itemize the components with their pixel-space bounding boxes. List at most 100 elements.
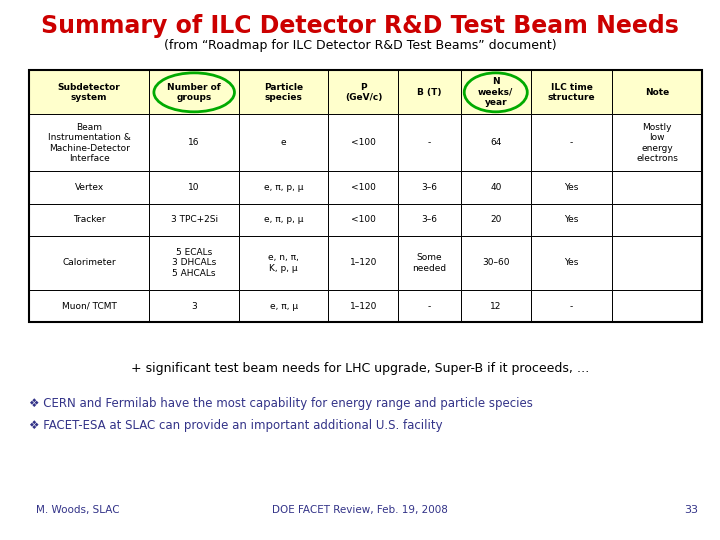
FancyBboxPatch shape	[150, 290, 239, 322]
Text: Subdetector
system: Subdetector system	[58, 83, 120, 102]
Text: (from “Roadmap for ILC Detector R&D Test Beams” document): (from “Roadmap for ILC Detector R&D Test…	[163, 39, 557, 52]
Text: Yes: Yes	[564, 259, 579, 267]
Text: ❖ CERN and Fermilab have the most capability for energy range and particle speci: ❖ CERN and Fermilab have the most capabi…	[29, 397, 533, 410]
FancyBboxPatch shape	[398, 70, 461, 114]
FancyBboxPatch shape	[531, 236, 613, 290]
FancyBboxPatch shape	[150, 171, 239, 204]
Text: Number of
groups: Number of groups	[167, 83, 221, 102]
FancyBboxPatch shape	[461, 204, 531, 236]
FancyBboxPatch shape	[328, 70, 398, 114]
Text: 64: 64	[490, 138, 501, 147]
Text: N
weeks/
year: N weeks/ year	[478, 77, 513, 107]
Text: 20: 20	[490, 215, 501, 224]
FancyBboxPatch shape	[239, 114, 328, 171]
Text: e: e	[281, 138, 287, 147]
Text: -: -	[428, 138, 431, 147]
FancyBboxPatch shape	[613, 114, 702, 171]
FancyBboxPatch shape	[398, 236, 461, 290]
Text: Summary of ILC Detector R&D Test Beam Needs: Summary of ILC Detector R&D Test Beam Ne…	[41, 14, 679, 37]
Text: 16: 16	[189, 138, 200, 147]
FancyBboxPatch shape	[613, 204, 702, 236]
Text: e, π, μ: e, π, μ	[269, 302, 298, 310]
FancyBboxPatch shape	[150, 236, 239, 290]
Text: 40: 40	[490, 183, 501, 192]
FancyBboxPatch shape	[150, 114, 239, 171]
FancyBboxPatch shape	[29, 290, 150, 322]
FancyBboxPatch shape	[328, 236, 398, 290]
FancyBboxPatch shape	[29, 171, 150, 204]
Text: + significant test beam needs for LHC upgrade, Super-B if it proceeds, …: + significant test beam needs for LHC up…	[131, 362, 589, 375]
Text: -: -	[570, 302, 573, 310]
FancyBboxPatch shape	[531, 204, 613, 236]
Text: e, n, π,
K, p, μ: e, n, π, K, p, μ	[269, 253, 299, 273]
Text: 30–60: 30–60	[482, 259, 510, 267]
FancyBboxPatch shape	[328, 290, 398, 322]
Text: 1–120: 1–120	[350, 259, 377, 267]
FancyBboxPatch shape	[613, 171, 702, 204]
FancyBboxPatch shape	[461, 171, 531, 204]
Text: 10: 10	[189, 183, 200, 192]
FancyBboxPatch shape	[328, 204, 398, 236]
Text: -: -	[428, 302, 431, 310]
FancyBboxPatch shape	[239, 70, 328, 114]
Text: 1–120: 1–120	[350, 302, 377, 310]
Text: 5 ECALs
3 DHCALs
5 AHCALs: 5 ECALs 3 DHCALs 5 AHCALs	[172, 248, 216, 278]
Text: Mostly
low
energy
electrons: Mostly low energy electrons	[636, 123, 678, 163]
FancyBboxPatch shape	[29, 114, 150, 171]
Text: 3 TPC+2Si: 3 TPC+2Si	[171, 215, 217, 224]
Text: <100: <100	[351, 215, 376, 224]
FancyBboxPatch shape	[613, 70, 702, 114]
FancyBboxPatch shape	[29, 236, 150, 290]
FancyBboxPatch shape	[239, 290, 328, 322]
FancyBboxPatch shape	[239, 204, 328, 236]
FancyBboxPatch shape	[398, 171, 461, 204]
FancyBboxPatch shape	[531, 171, 613, 204]
FancyBboxPatch shape	[398, 114, 461, 171]
Text: ILC time
structure: ILC time structure	[548, 83, 595, 102]
FancyBboxPatch shape	[150, 70, 239, 114]
Text: DOE FACET Review, Feb. 19, 2008: DOE FACET Review, Feb. 19, 2008	[272, 505, 448, 515]
Text: B (T): B (T)	[418, 88, 442, 97]
Text: e, π, p, μ: e, π, p, μ	[264, 183, 303, 192]
FancyBboxPatch shape	[461, 290, 531, 322]
FancyBboxPatch shape	[613, 290, 702, 322]
FancyBboxPatch shape	[29, 204, 150, 236]
FancyBboxPatch shape	[461, 114, 531, 171]
Text: 12: 12	[490, 302, 501, 310]
FancyBboxPatch shape	[239, 171, 328, 204]
Text: Muon/ TCMT: Muon/ TCMT	[62, 302, 117, 310]
FancyBboxPatch shape	[461, 70, 531, 114]
Text: -: -	[570, 138, 573, 147]
FancyBboxPatch shape	[531, 70, 613, 114]
Text: Calorimeter: Calorimeter	[63, 259, 116, 267]
Text: 3: 3	[192, 302, 197, 310]
Text: Particle
species: Particle species	[264, 83, 303, 102]
Text: e, π, p, μ: e, π, p, μ	[264, 215, 303, 224]
FancyBboxPatch shape	[398, 204, 461, 236]
FancyBboxPatch shape	[239, 236, 328, 290]
Text: 3–6: 3–6	[422, 183, 438, 192]
FancyBboxPatch shape	[531, 114, 613, 171]
Text: Note: Note	[645, 88, 670, 97]
Text: <100: <100	[351, 138, 376, 147]
FancyBboxPatch shape	[328, 171, 398, 204]
Text: Tracker: Tracker	[73, 215, 105, 224]
Text: M. Woods, SLAC: M. Woods, SLAC	[36, 505, 120, 515]
FancyBboxPatch shape	[29, 70, 150, 114]
Text: Some
needed: Some needed	[413, 253, 446, 273]
Text: <100: <100	[351, 183, 376, 192]
FancyBboxPatch shape	[328, 114, 398, 171]
Text: Yes: Yes	[564, 183, 579, 192]
Text: Beam
Instrumentation &
Machine-Detector
Interface: Beam Instrumentation & Machine-Detector …	[48, 123, 130, 163]
FancyBboxPatch shape	[398, 290, 461, 322]
FancyBboxPatch shape	[613, 236, 702, 290]
FancyBboxPatch shape	[531, 290, 613, 322]
Text: P
(GeV/c): P (GeV/c)	[345, 83, 382, 102]
Text: ❖ FACET-ESA at SLAC can provide an important additional U.S. facility: ❖ FACET-ESA at SLAC can provide an impor…	[29, 418, 442, 431]
Text: 33: 33	[685, 505, 698, 515]
Text: Yes: Yes	[564, 215, 579, 224]
FancyBboxPatch shape	[461, 236, 531, 290]
Text: 3–6: 3–6	[422, 215, 438, 224]
FancyBboxPatch shape	[150, 204, 239, 236]
Text: Vertex: Vertex	[74, 183, 104, 192]
